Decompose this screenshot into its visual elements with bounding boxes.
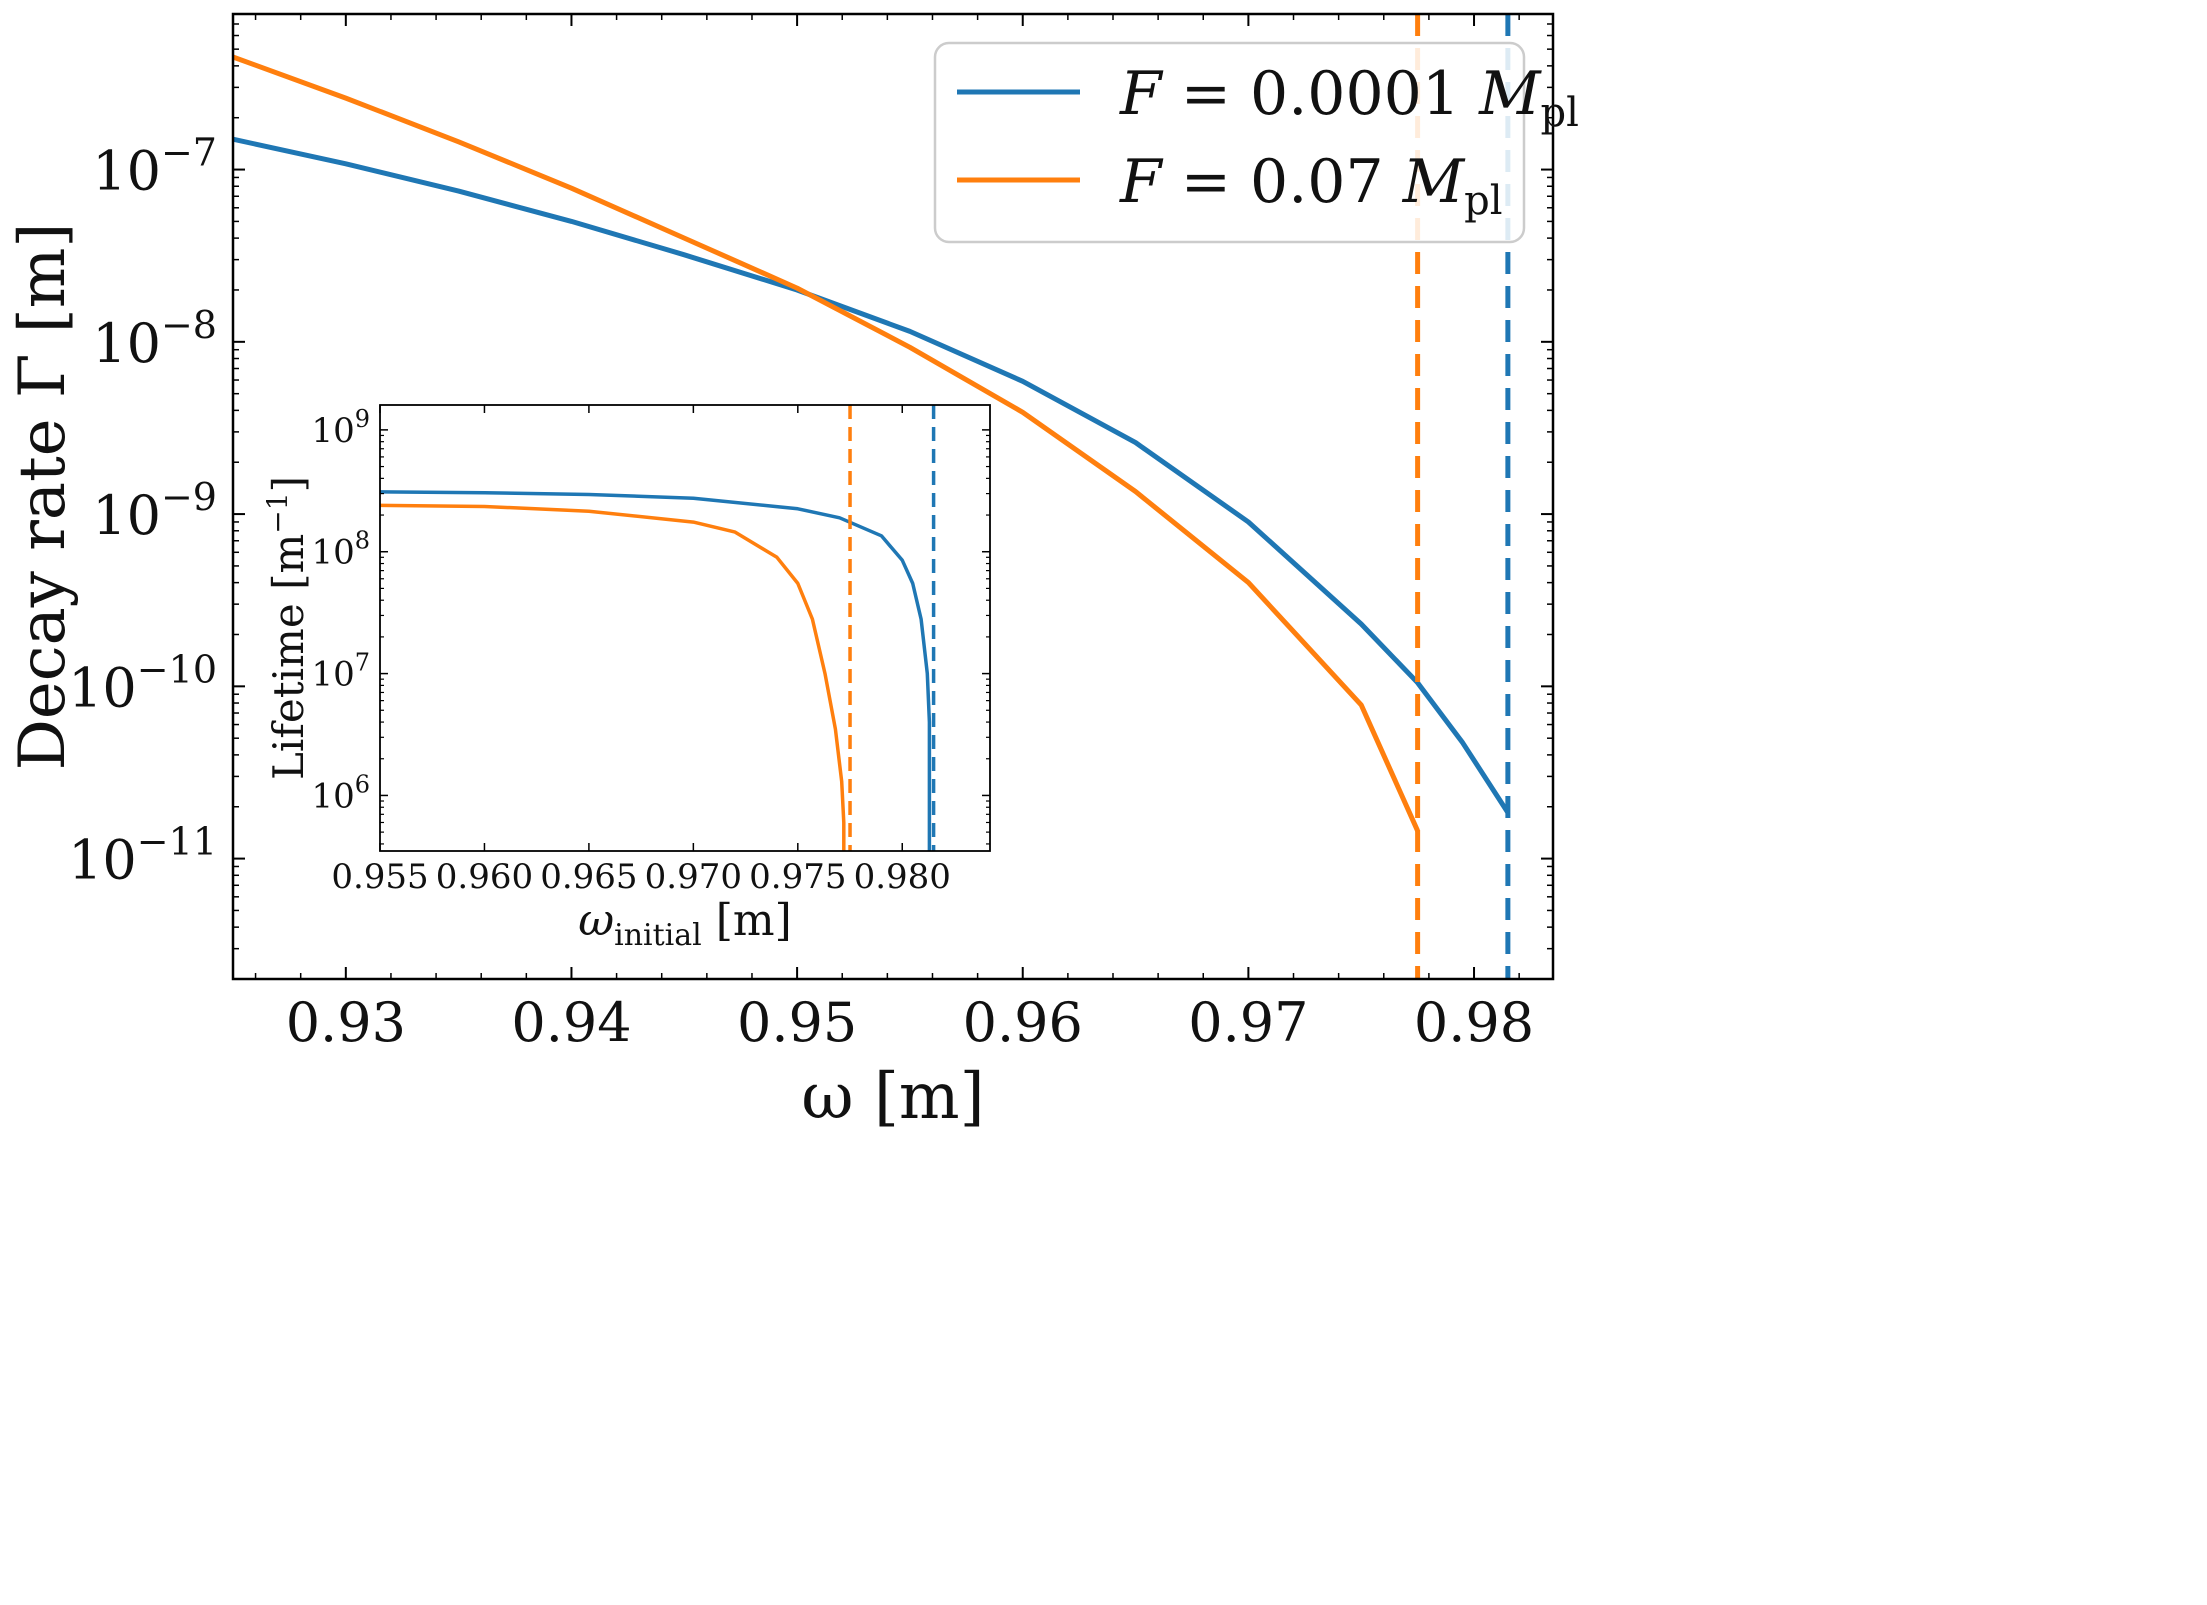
inset-xlabel-var: ω [578, 895, 614, 946]
y-tick-base: 10 [92, 312, 161, 375]
legend-mass: M [1478, 59, 1542, 129]
inset-ylabel-main: Lifetime [m [264, 534, 313, 780]
inset-y-tick-exponent: 7 [355, 649, 370, 677]
legend-label-orange: F = 0.07 Mpl [1119, 147, 1503, 224]
inset-series-line-orange [379, 503, 846, 851]
y-tick-base: 10 [68, 656, 137, 719]
x-tick-label: 0.97 [1188, 991, 1308, 1054]
inset-chart: 0.955 0.960 0.965 0.970 0.975 0.9801091081071… [261, 404, 991, 953]
y-tick-exponent: −9 [161, 475, 217, 519]
series-line-orange [232, 54, 1420, 832]
x-tick-label: 0.93 [286, 991, 406, 1054]
inset-y-tick-label: 107 [311, 649, 370, 695]
y-tick-label: 10−11 [68, 820, 217, 892]
inset-ylabel-exp: −1 [261, 492, 294, 533]
legend-sub: pl [1541, 90, 1579, 136]
inset-y-tick-exponent: 9 [355, 405, 370, 433]
y-tick-exponent: −7 [161, 131, 217, 175]
inset-y-tick-label: 109 [311, 405, 370, 451]
inset-y-axis-label: Lifetime [m−1] [261, 476, 313, 780]
legend-var: F [1119, 147, 1164, 217]
inset-y-tick-exponent: 8 [355, 527, 370, 555]
inset-y-tick-base: 10 [311, 655, 354, 695]
inset-y-tick-label: 106 [311, 770, 370, 816]
inset-x-tick-label: 0.955 [331, 857, 428, 897]
inset-ylabel-close: ] [264, 476, 313, 492]
y-tick-base: 10 [92, 484, 161, 547]
inset-y-tick-base: 10 [311, 776, 354, 816]
inset-xlabel-sub: initial [614, 918, 702, 953]
y-tick-label: 10−9 [92, 475, 217, 547]
inset-x-tick-label: 0.965 [540, 857, 637, 897]
inset-y-tick-base: 10 [311, 533, 354, 573]
y-tick-exponent: −8 [161, 303, 217, 347]
y-tick-label: 10−8 [92, 303, 217, 375]
y-tick-exponent: −10 [137, 647, 217, 691]
y-tick-label: 10−7 [92, 131, 217, 203]
inset-y-tick-label: 108 [311, 527, 370, 573]
x-tick-label: 0.98 [1414, 991, 1534, 1054]
series-line-blue [232, 136, 1510, 814]
inset-x-tick-label: 0.960 [436, 857, 533, 897]
x-axis-label: ω [m] [801, 1060, 984, 1134]
inset-x-tick-label: 0.970 [645, 857, 742, 897]
legend-label-blue: F = 0.0001 Mpl [1119, 59, 1579, 136]
legend-eq: = 0.07 [1162, 147, 1403, 217]
y-tick-label: 10−10 [68, 647, 217, 719]
inset-axes-frame [379, 404, 991, 852]
legend-mass: M [1402, 147, 1466, 217]
inset-y-tick-base: 10 [311, 411, 354, 451]
legend-box [933, 41, 1526, 244]
inset-series-line-blue [379, 490, 932, 851]
legend-var: F [1119, 59, 1164, 129]
main-axes-frame [231, 12, 1555, 981]
inset-x-axis-label: ωinitial [m] [578, 895, 792, 953]
inset-x-tick-label: 0.980 [854, 857, 951, 897]
inset-background [380, 405, 990, 851]
legend-sub: pl [1464, 178, 1502, 224]
inset-xlabel-unit: [m] [702, 895, 792, 946]
x-tick-label: 0.94 [511, 991, 631, 1054]
y-tick-base: 10 [68, 829, 137, 892]
legend-eq: = 0.0001 [1162, 59, 1479, 129]
inset-y-tick-exponent: 6 [355, 770, 370, 798]
inset-x-tick-label: 0.975 [749, 857, 846, 897]
y-tick-base: 10 [92, 140, 161, 203]
y-axis-label: Decay rate Γ [m] [6, 223, 80, 771]
x-tick-label: 0.95 [737, 991, 857, 1054]
x-tick-label: 0.96 [963, 991, 1083, 1054]
y-tick-exponent: −11 [137, 820, 217, 864]
